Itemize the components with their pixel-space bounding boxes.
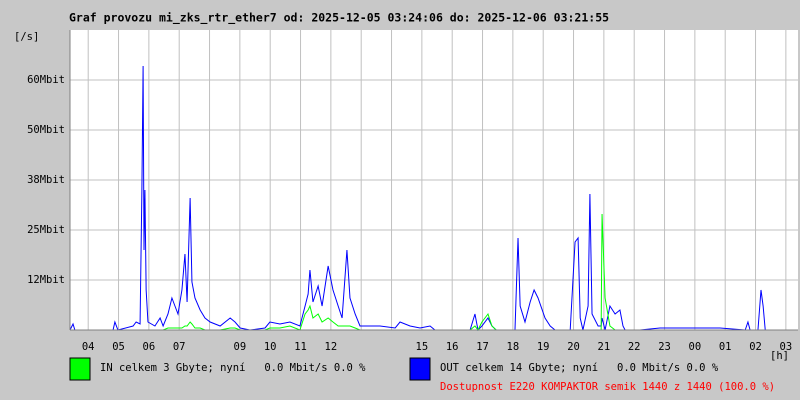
x-tick-label: 09 <box>234 341 247 353</box>
x-tick-label: 03 <box>780 341 793 353</box>
legend-label: IN celkem 3 Gbyte; nyní 0.0 Mbit/s 0.0 % <box>100 362 366 374</box>
x-tick-label: 17 <box>476 341 489 353</box>
y-tick-label: 50Mbit <box>27 124 65 136</box>
legend-swatch <box>69 357 91 381</box>
x-tick-label: 00 <box>689 341 702 353</box>
x-tick-label: 16 <box>446 341 459 353</box>
availability-note: Dostupnost E220 KOMPAKTOR semik 1440 z 1… <box>440 381 775 393</box>
y-tick-label: 60Mbit <box>27 74 65 86</box>
y-tick-label: 12Mbit <box>27 274 65 286</box>
y-axis-label: [/s] <box>14 31 39 43</box>
x-tick-label: 19 <box>537 341 550 353</box>
x-tick-label: 02 <box>749 341 762 353</box>
x-tick-label: 12 <box>325 341 338 353</box>
x-tick-label: 04 <box>82 341 95 353</box>
labels: 12Mbit 25Mbit 38Mbit 50Mbit 60Mbit 04 05 06 07 09… <box>27 74 792 353</box>
x-tick-label: 07 <box>173 341 186 353</box>
x-tick-label: 11 <box>294 341 307 353</box>
x-tick-label: 20 <box>567 341 580 353</box>
x-tick-label: 22 <box>628 341 641 353</box>
series-line <box>69 65 798 332</box>
chart-title: Graf provozu mi_zks_rtr_ether7 od: 2025-… <box>69 11 609 26</box>
legend: OUT celkem 14 Gbyte; nyní 0.0 Mbit/s 0.0… <box>69 357 775 393</box>
x-tick-label: 06 <box>143 341 156 353</box>
x-tick-label: 18 <box>507 341 520 353</box>
grid <box>70 30 798 330</box>
y-tick-label: 38Mbit <box>27 174 65 186</box>
x-tick-label: 01 <box>719 341 732 353</box>
x-axis-label: [h] <box>770 350 789 362</box>
x-tick-label: 05 <box>112 341 125 353</box>
x-tick-label: 21 <box>598 341 611 353</box>
legend-swatch <box>409 357 431 381</box>
y-tick-label: 25Mbit <box>27 224 65 236</box>
legend-label: OUT celkem 14 Gbyte; nyní 0.0 Mbit/s 0.0… <box>440 362 719 374</box>
x-tick-label: 10 <box>264 341 277 353</box>
x-tick-label: 23 <box>658 341 671 353</box>
x-tick-label: 15 <box>416 341 429 353</box>
